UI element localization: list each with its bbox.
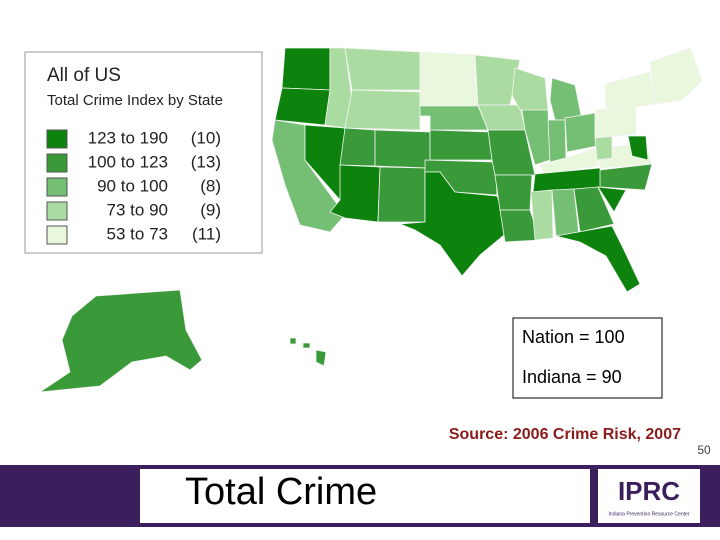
source: Source: 2006 Crime Risk, 2007: [449, 426, 681, 443]
legend-range: 123 to 190: [88, 128, 168, 147]
legend-swatch: [46, 225, 68, 245]
state-shape: [549, 77, 583, 121]
state-shape: [274, 87, 331, 126]
state-shape: [499, 209, 541, 243]
state-shape: [39, 289, 203, 393]
state-shape: [302, 342, 311, 349]
logo-box: [598, 469, 700, 523]
legend-range: 53 to 73: [107, 224, 168, 243]
legend-swatch: [46, 129, 68, 149]
state-shape: [511, 67, 549, 111]
legend-count: (9): [200, 200, 221, 219]
legend-range: 73 to 90: [107, 200, 168, 219]
state-shape: [374, 129, 431, 169]
state-shape: [599, 163, 653, 191]
state-shape: [594, 105, 637, 139]
state-shape: [419, 105, 489, 131]
indiana-note: Indiana = 90: [522, 367, 622, 387]
footer-title-box: [140, 469, 590, 523]
logo: IPRC: [618, 476, 680, 506]
state-shape: [547, 119, 567, 163]
legend-count: (10): [191, 128, 221, 147]
state-shape: [399, 171, 511, 277]
legend-title: All of US: [47, 65, 121, 86]
annotation-box: [512, 317, 663, 399]
state-shape: [429, 129, 493, 161]
logo-subtitle: Indiana Prevention Resource Center: [609, 511, 690, 517]
state-shape: [419, 51, 476, 81]
legend-swatch: [46, 153, 68, 173]
state-shape: [419, 79, 479, 107]
state-shape: [564, 112, 598, 153]
legend-swatch: [46, 201, 68, 221]
state-shape: [627, 135, 649, 161]
footer-title: Total Crime: [185, 471, 377, 513]
us-map: [39, 47, 703, 393]
legend-subtitle: Total Crime Index by State: [47, 92, 223, 109]
page-number: 50: [697, 443, 711, 457]
legend-count: (13): [191, 152, 221, 171]
state-shape: [604, 71, 657, 111]
state-shape: [344, 89, 421, 131]
legend-count: (8): [200, 176, 221, 195]
state-shape: [573, 186, 615, 233]
legend-swatch: [46, 177, 68, 197]
state-shape: [289, 337, 297, 345]
state-shape: [281, 47, 331, 91]
legend-range: 90 to 100: [97, 176, 168, 195]
state-shape: [555, 225, 641, 293]
state-shape: [344, 47, 421, 91]
legend-range: 100 to 123: [88, 152, 168, 171]
state-shape: [649, 47, 703, 105]
state-shape: [315, 349, 327, 367]
nation-note: Nation = 100: [522, 327, 625, 347]
legend-items: 123 to 190 (10) 100 to 123 (13) 90 to 100 (8)…: [46, 128, 221, 245]
state-shape: [521, 109, 551, 166]
legend-count: (11): [192, 224, 221, 243]
state-shape: [339, 127, 376, 167]
state-shape: [494, 174, 533, 211]
state-shape: [597, 186, 627, 213]
state-shape: [530, 189, 554, 241]
state-shape: [377, 166, 426, 223]
